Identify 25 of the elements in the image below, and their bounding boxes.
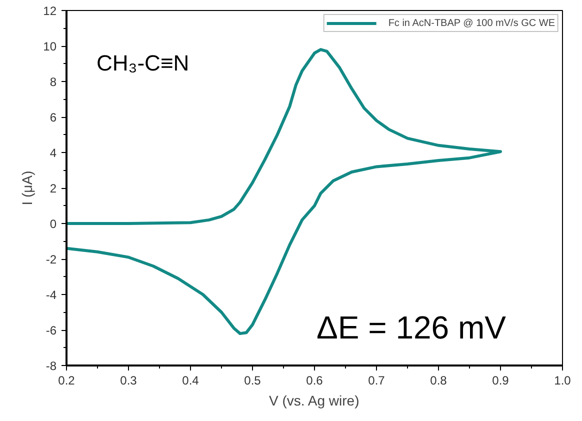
- x-tick-label: 0.2: [58, 374, 76, 388]
- y-tick-label: -6: [46, 324, 57, 338]
- x-tick-label: 1.0: [554, 374, 572, 388]
- y-tick-label: 0: [50, 217, 57, 231]
- y-tick-label: 10: [43, 40, 57, 54]
- y-tick-label: 12: [43, 4, 57, 18]
- y-tick-label: -2: [46, 252, 57, 266]
- y-tick-label: 4: [50, 146, 57, 160]
- x-tick-label: 0.5: [244, 374, 262, 388]
- x-tick-label: 0.8: [430, 374, 448, 388]
- x-tick-label: 0.3: [120, 374, 138, 388]
- x-tick-label: 0.6: [306, 374, 324, 388]
- y-tick-label: -4: [46, 288, 57, 302]
- y-tick-label: 2: [50, 182, 57, 196]
- legend-label: Fc in AcN-TBAP @ 100 mV/s GC WE: [388, 17, 555, 29]
- y-tick-label: -8: [46, 359, 57, 373]
- x-tick-label: 0.7: [368, 374, 386, 388]
- annotation: ΔE = 126 mV: [316, 310, 507, 346]
- y-axis-title: I (μA): [19, 170, 36, 206]
- x-tick-label: 0.9: [492, 374, 510, 388]
- y-tick-label: 6: [50, 110, 57, 124]
- x-axis-title: V (vs. Ag wire): [268, 392, 360, 408]
- y-tick-label: 8: [50, 75, 57, 89]
- x-tick-label: 0.4: [182, 374, 200, 388]
- annotation: CH₃-C≡N: [96, 50, 190, 76]
